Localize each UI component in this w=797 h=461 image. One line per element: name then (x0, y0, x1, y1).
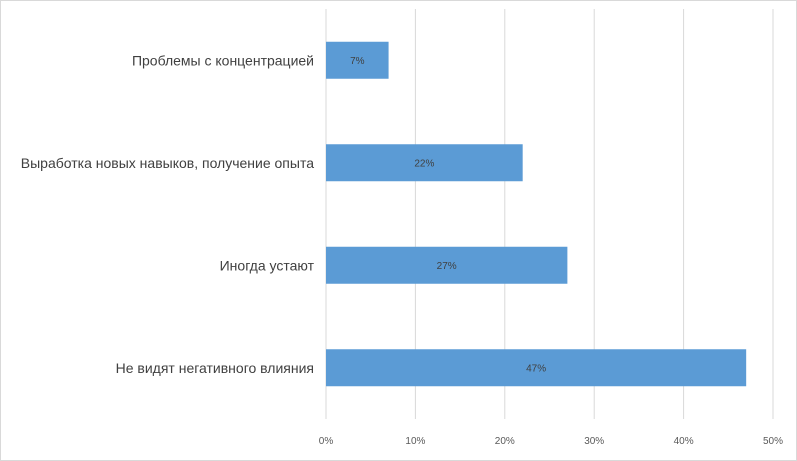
bar (326, 246, 568, 284)
bar-data-label: 47% (526, 363, 546, 374)
bar-data-label: 22% (414, 158, 434, 169)
bars (326, 41, 747, 387)
data-labels: 7% 22% 27% 47% (350, 56, 546, 375)
x-tick-label: 40% (674, 436, 694, 447)
bar (326, 41, 389, 79)
bar-data-label: 27% (437, 261, 457, 272)
x-tick-label: 10% (405, 436, 425, 447)
category-labels: Проблемы с концентрацией Выработка новых … (21, 52, 315, 376)
x-tick-label: 30% (584, 436, 604, 447)
category-label: Не видят негативного влияния (116, 360, 314, 376)
x-tick-label: 0% (319, 436, 334, 447)
category-label: Выработка новых навыков, получение опыта (21, 155, 314, 171)
category-label: Проблемы с концентрацией (132, 52, 314, 68)
bar-data-label: 7% (350, 56, 365, 67)
bar (326, 144, 523, 182)
x-tick-label: 20% (495, 436, 515, 447)
category-label: Иногда устают (220, 257, 315, 273)
x-axis-tick-labels: 0% 10% 20% 30% 40% 50% (319, 436, 783, 447)
x-tick-label: 50% (763, 436, 783, 447)
bar (326, 349, 747, 387)
